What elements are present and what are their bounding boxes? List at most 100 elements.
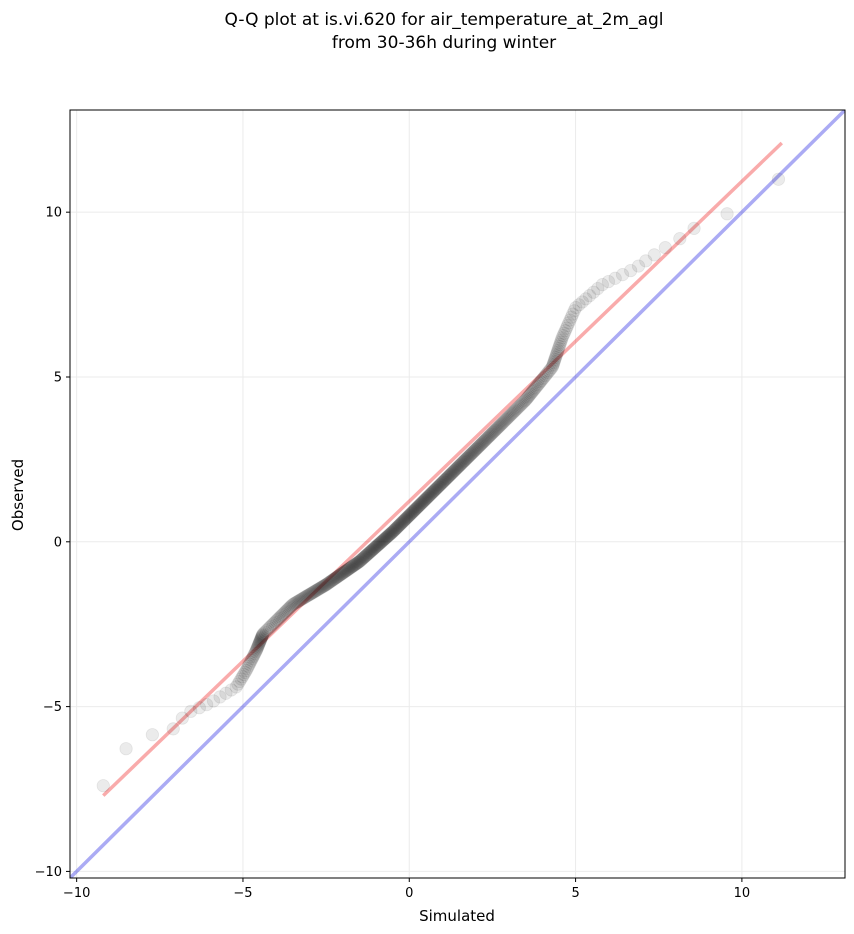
qq-point bbox=[556, 328, 570, 343]
qq-point bbox=[405, 506, 419, 520]
qq-point bbox=[282, 601, 296, 616]
qq-point bbox=[360, 547, 375, 561]
qq-point bbox=[420, 491, 434, 505]
qq-point bbox=[320, 577, 334, 591]
qq-point bbox=[252, 636, 266, 651]
qq-point bbox=[572, 298, 586, 312]
qq-point bbox=[269, 614, 283, 628]
qq-point bbox=[386, 524, 400, 538]
qq-point bbox=[325, 574, 339, 588]
qq-point bbox=[382, 528, 396, 542]
qq-point bbox=[265, 618, 279, 632]
qq-point bbox=[513, 398, 527, 412]
qq-point bbox=[564, 310, 578, 324]
qq-point bbox=[516, 396, 530, 410]
qq-point bbox=[326, 573, 340, 587]
qq-point bbox=[407, 503, 421, 517]
qq-point bbox=[410, 501, 424, 515]
qq-point bbox=[390, 520, 404, 534]
qq-point bbox=[467, 444, 482, 458]
qq-point bbox=[416, 494, 430, 509]
qq-point bbox=[166, 722, 180, 736]
qq-point bbox=[341, 562, 355, 576]
qq-point bbox=[347, 558, 362, 572]
qq-point bbox=[423, 488, 437, 502]
qq-point bbox=[297, 591, 311, 605]
qq-point bbox=[284, 599, 298, 613]
qq-point bbox=[500, 411, 514, 426]
qq-point bbox=[608, 271, 622, 285]
chart-title-line-2: from 30-36h during winter bbox=[332, 33, 556, 53]
qq-point bbox=[400, 510, 415, 524]
qq-point bbox=[477, 434, 491, 449]
qq-point bbox=[444, 467, 458, 481]
qq-point bbox=[373, 536, 387, 550]
qq-point bbox=[384, 526, 398, 540]
qq-point bbox=[518, 393, 532, 408]
qq-point bbox=[673, 232, 687, 246]
qq-point bbox=[391, 519, 405, 534]
qq-point bbox=[362, 546, 376, 560]
qq-point bbox=[427, 483, 442, 498]
qq-point bbox=[470, 441, 484, 455]
qq-point bbox=[519, 392, 533, 406]
qq-point bbox=[252, 637, 266, 652]
qq-point bbox=[569, 300, 583, 315]
qq-point bbox=[255, 629, 269, 643]
qq-point bbox=[322, 575, 336, 590]
qq-point bbox=[355, 552, 369, 566]
qq-point bbox=[310, 583, 324, 597]
qq-point bbox=[522, 388, 536, 403]
qq-point bbox=[398, 513, 412, 527]
qq-point bbox=[319, 577, 334, 592]
qq-point bbox=[248, 646, 262, 661]
qq-point bbox=[554, 335, 568, 349]
qq-point bbox=[353, 554, 367, 568]
qq-point bbox=[479, 433, 493, 447]
qq-point bbox=[400, 511, 414, 525]
qq-point bbox=[371, 537, 386, 552]
qq-point bbox=[448, 463, 463, 477]
qq-point bbox=[392, 519, 406, 533]
qq-point bbox=[385, 526, 399, 540]
qq-point bbox=[370, 539, 384, 553]
qq-point bbox=[582, 289, 597, 303]
qq-point bbox=[363, 545, 377, 559]
qq-point bbox=[440, 471, 454, 485]
qq-point bbox=[360, 548, 374, 562]
y-tick-label: 10 bbox=[45, 206, 62, 221]
qq-point bbox=[287, 596, 302, 610]
qq-point bbox=[256, 627, 270, 641]
qq-point bbox=[352, 555, 366, 569]
qq-point bbox=[485, 426, 499, 440]
qq-point bbox=[558, 324, 572, 338]
qq-point bbox=[521, 390, 535, 404]
qq-point bbox=[687, 221, 701, 235]
qq-point bbox=[543, 362, 558, 376]
qq-point bbox=[283, 600, 297, 614]
qq-point bbox=[184, 704, 198, 718]
qq-point bbox=[446, 465, 460, 479]
qq-point bbox=[720, 207, 734, 221]
qq-point bbox=[309, 584, 323, 598]
qq-point bbox=[308, 584, 322, 599]
qq-point bbox=[487, 424, 501, 439]
qq-point bbox=[363, 545, 378, 559]
qq-point bbox=[327, 572, 341, 586]
qq-point bbox=[368, 541, 382, 555]
qq-point bbox=[348, 557, 362, 571]
qq-point bbox=[530, 379, 544, 393]
qq-point bbox=[338, 565, 352, 579]
qq-point bbox=[422, 488, 437, 502]
qq-point bbox=[464, 447, 478, 461]
qq-point bbox=[631, 259, 646, 273]
qq-point bbox=[328, 571, 343, 585]
qq-point bbox=[245, 651, 259, 666]
qq-point bbox=[200, 697, 214, 712]
qq-point bbox=[439, 472, 453, 486]
qq-point bbox=[392, 518, 406, 532]
qq-point bbox=[503, 408, 517, 423]
qq-point bbox=[428, 483, 442, 497]
identity-line bbox=[70, 110, 845, 878]
